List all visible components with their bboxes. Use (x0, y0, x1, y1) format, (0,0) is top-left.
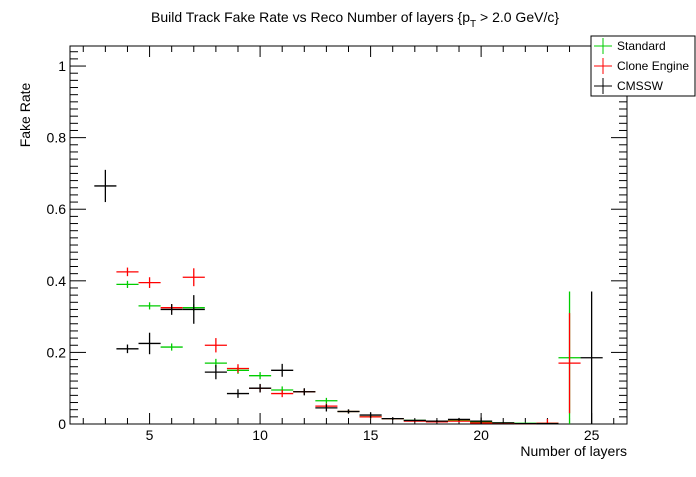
y-tick-label: 0 (58, 416, 66, 432)
x-tick-label: 15 (363, 427, 379, 443)
legend: Standard Clone Engine CMSSW (590, 35, 696, 97)
x-tick-label: 25 (584, 427, 600, 443)
y-tick-label: 0.6 (47, 201, 67, 217)
data-marks (94, 169, 603, 425)
title-subscript: T (470, 19, 476, 30)
y-tick-label: 0.4 (47, 273, 67, 289)
title-tail: > 2.0 GeV/c} (476, 9, 559, 25)
x-tick-label: 5 (146, 427, 154, 443)
y-tick-label: 0.2 (47, 344, 67, 360)
x-tick-label: 10 (252, 427, 268, 443)
chart-title: Build Track Fake Rate vs Reco Number of … (151, 9, 559, 30)
plot-frame (69, 45, 628, 425)
y-axis-label: Fake Rate (17, 82, 33, 147)
legend-entry: CMSSW (617, 79, 664, 93)
x-tick-label: 20 (473, 427, 489, 443)
y-tick-label: 0.8 (47, 130, 67, 146)
legend-entry: Standard (617, 39, 666, 53)
y-tick-label: 1 (58, 58, 66, 74)
series-standard (116, 280, 581, 424)
axes: 5 10 15 20 25 0 0.2 0.4 0.6 0.8 1 (47, 45, 628, 443)
legend-entry: Clone Engine (617, 59, 689, 73)
series-clone-engine (116, 267, 581, 425)
series-cmssw (94, 169, 603, 425)
x-axis-label: Number of layers (520, 443, 627, 459)
